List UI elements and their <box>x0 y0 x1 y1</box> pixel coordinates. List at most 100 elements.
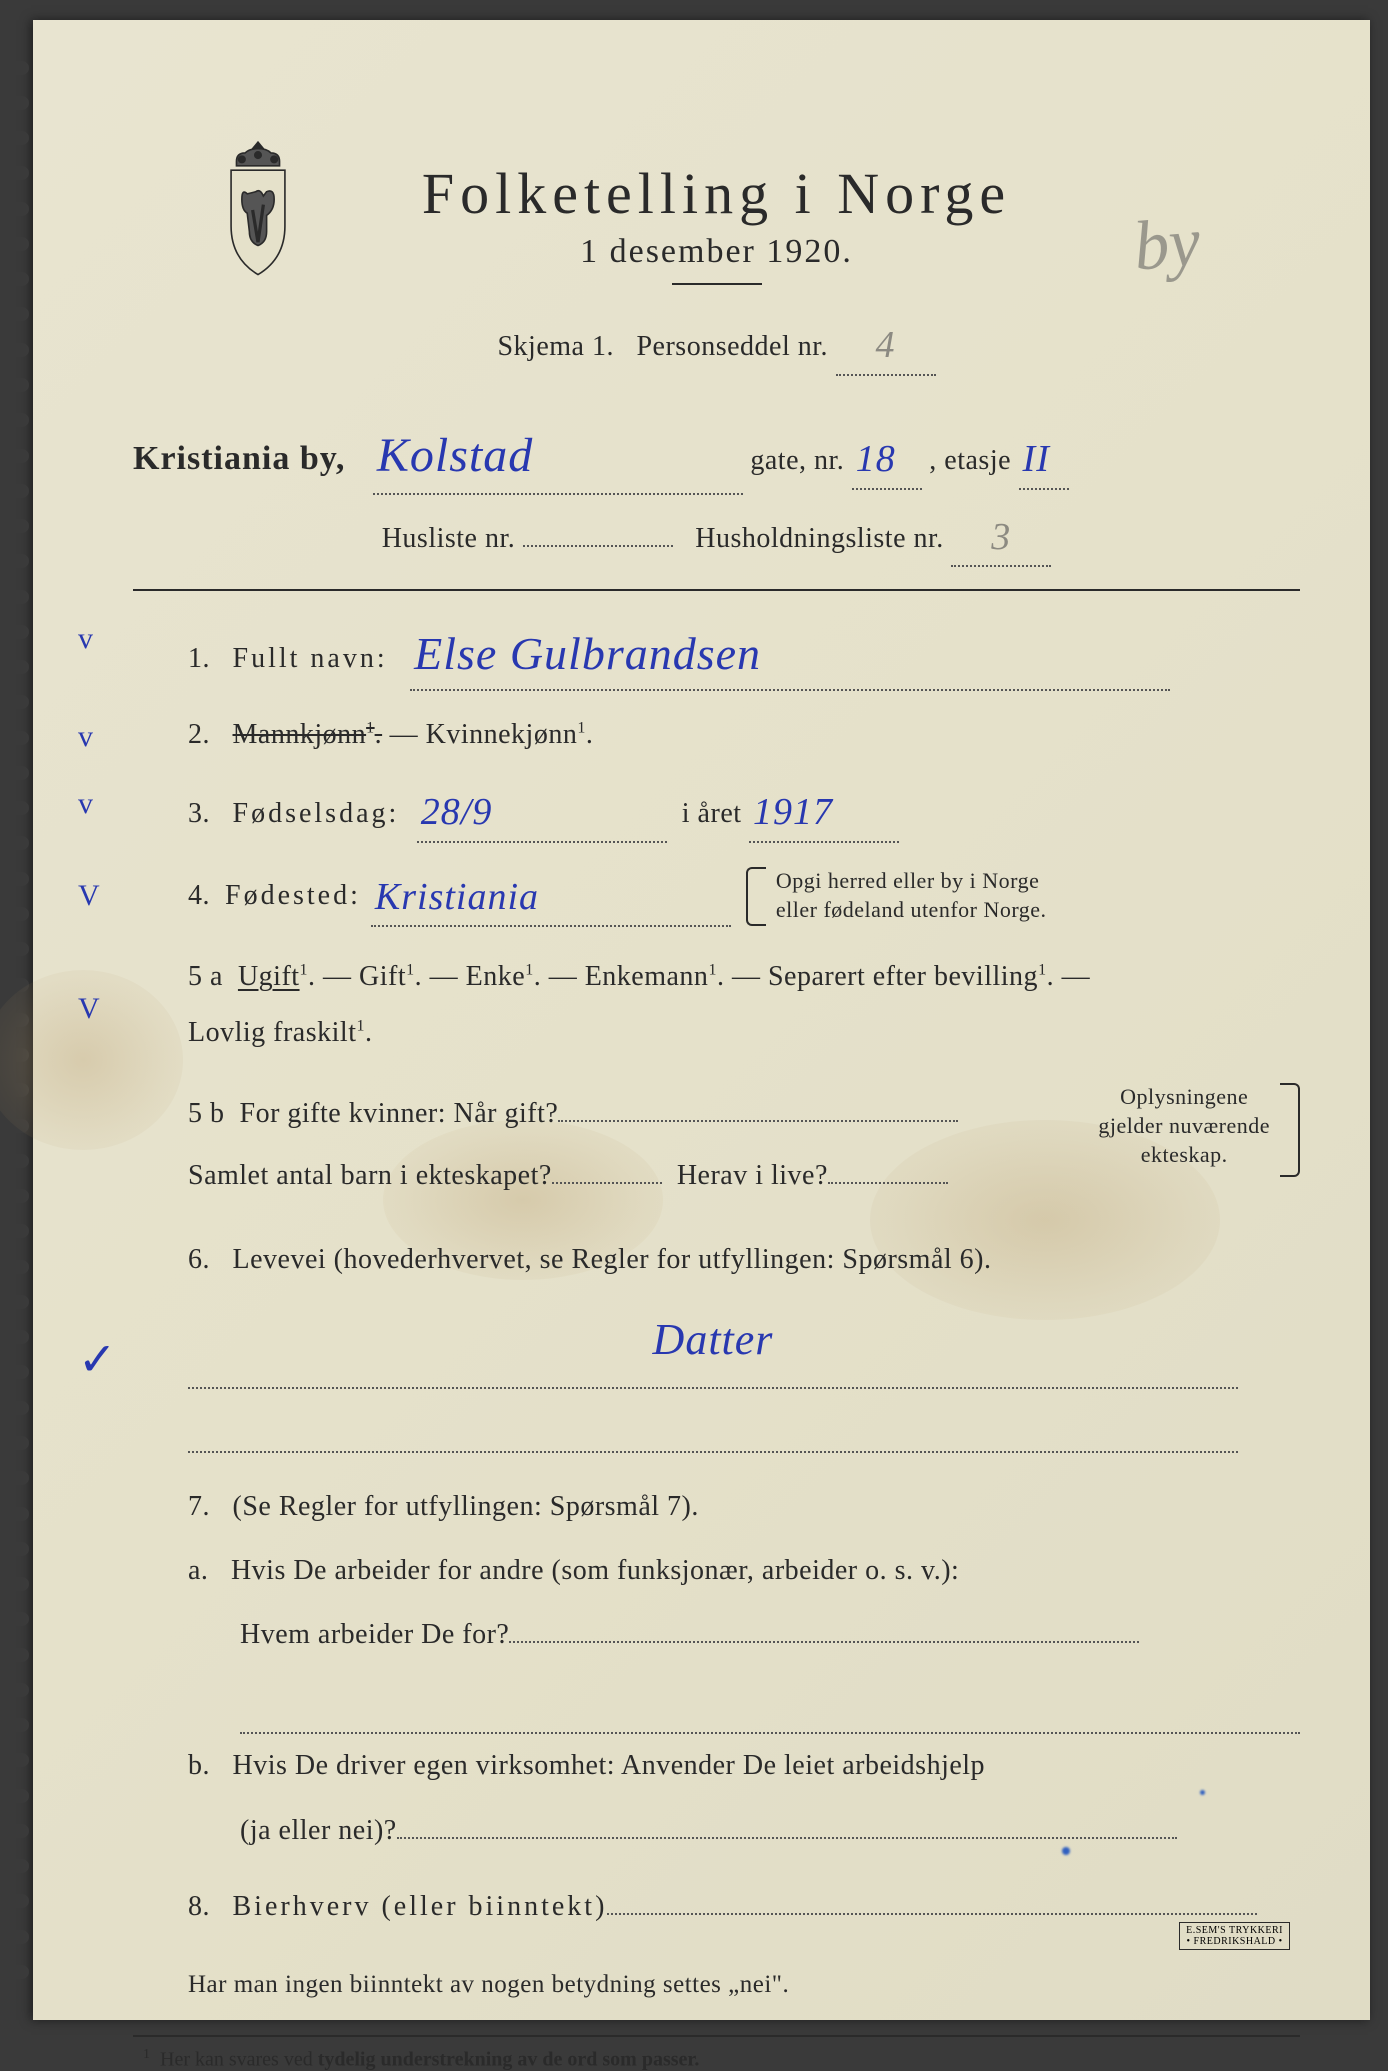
q5b-note: Oplysningene gjelder nuværende ekteskap. <box>1098 1083 1300 1169</box>
q4-note: Opgi herred eller by i Norge eller fødel… <box>746 867 1047 924</box>
sup: 1 <box>577 720 586 737</box>
q5a-separert: Separert efter bevilling <box>768 961 1038 992</box>
q5b-l2a: Samlet antal barn i ekteskapet? <box>188 1160 552 1191</box>
city-prefix: Kristiania by, <box>133 440 345 477</box>
q7b-l1: Hvis De driver egen virksomhet: Anvender… <box>233 1750 986 1781</box>
q2-kvinne: Kvinnekjønn <box>426 719 578 750</box>
sup: 1 <box>366 720 375 737</box>
question-3: v 3. Fødselsdag: 28/9 i året 1917 <box>133 780 1300 843</box>
q4-value: Kristiania <box>375 876 539 918</box>
personseddel-label: Personseddel nr. <box>636 331 828 362</box>
footnote-num: 1 <box>143 2047 150 2062</box>
question-6: 6. Levevei (hovederhvervet, se Regler fo… <box>133 1229 1300 1453</box>
q8-label: Bierhverv (eller biinntekt) <box>233 1891 608 1922</box>
sup: 1 <box>1038 962 1047 979</box>
question-8: 8. Bierhverv (eller biinntekt) <box>133 1885 1300 1930</box>
q5a-num: 5 a <box>188 961 223 992</box>
q6-num: 6. <box>188 1244 210 1275</box>
ink-blot <box>1062 1847 1070 1855</box>
location-row: Kristiania by, Kolstad gate, nr. 18 , et… <box>133 416 1300 495</box>
question-5b: 5 b For gifte kvinner: Når gift? Samlet … <box>133 1083 1300 1206</box>
q7b-l2: (ja eller nei)? <box>240 1815 397 1846</box>
check-mark: V <box>78 872 100 920</box>
q4-label: Fødested: <box>225 874 361 919</box>
question-4: V 4. Fødested: Kristiania Opgi herred el… <box>133 865 1300 928</box>
q5a-fraskilt: Lovlig fraskilt <box>188 1017 356 1048</box>
trailing-text: Har man ingen biinntekt av nogen betydni… <box>188 1971 789 1998</box>
q7-num: 7. <box>188 1491 210 1522</box>
end: . <box>586 719 594 750</box>
q7-label: (Se Regler for utfyllingen: Spørsmål 7). <box>233 1491 699 1522</box>
q6-label: Levevei (hovederhvervet, se Regler for u… <box>233 1244 992 1275</box>
etasje-label: , etasje <box>929 445 1011 476</box>
q6-value: Datter <box>653 1315 774 1364</box>
sup: 1 <box>406 962 415 979</box>
check-mark: v <box>78 615 94 663</box>
q7b-num: b. <box>188 1750 210 1781</box>
q3-num: 3. <box>188 798 210 829</box>
check-mark: V <box>78 979 100 1039</box>
schema-label: Skjema 1. <box>497 331 614 362</box>
margin-note: by <box>1131 202 1204 287</box>
personseddel-nr-value: 4 <box>876 324 896 366</box>
sup: 1 <box>300 962 309 979</box>
husliste-row: Husliste nr. Husholdningsliste nr. 3 <box>133 505 1300 568</box>
section-divider <box>133 589 1300 591</box>
q3-date-value: 28/9 <box>421 791 493 833</box>
schema-row: Skjema 1. Personseddel nr. 4 <box>133 313 1300 376</box>
q5b-note-l1: Oplysningene <box>1120 1084 1248 1109</box>
q5b-l2b: Herav i live? <box>677 1160 828 1191</box>
title-divider <box>672 283 762 285</box>
census-form-document: Folketelling i Norge 1 desember 1920. by… <box>33 20 1370 2020</box>
check-mark: v <box>78 713 94 761</box>
gate-nr-value: 18 <box>856 438 896 480</box>
document-header: Folketelling i Norge 1 desember 1920. by… <box>133 160 1300 376</box>
q1-num: 1. <box>188 643 210 674</box>
coat-of-arms-icon <box>203 140 313 280</box>
q5b-l1: For gifte kvinner: Når gift? <box>240 1098 559 1129</box>
q7a-num: a. <box>188 1555 208 1586</box>
perforation-edge <box>13 20 33 2020</box>
footnote-prefix: Her kan svares ved <box>160 2048 318 2070</box>
husholdning-nr-value: 3 <box>991 516 1011 558</box>
husliste-label: Husliste nr. <box>382 523 516 554</box>
street-value: Kolstad <box>377 429 533 482</box>
check-mark: v <box>78 780 94 828</box>
q7a-l1: Hvis De arbeider for andre (som funksjon… <box>231 1555 959 1586</box>
husholdning-label: Husholdningsliste nr. <box>695 523 944 554</box>
q3-label: Fødselsdag: <box>233 798 400 829</box>
q8-num: 8. <box>188 1891 210 1922</box>
trailing-note: Har man ingen biinntekt av nogen betydni… <box>133 1965 1300 2005</box>
q5b-num: 5 b <box>188 1098 225 1129</box>
q3-year-value: 1917 <box>753 791 833 833</box>
question-2: v 2. Mannkjønn1. — Kvinnekjønn1. <box>133 713 1300 758</box>
printer-l2: • FREDRIKSHALD • <box>1187 1936 1283 1947</box>
q7a-l2: Hvem arbeider De for? <box>240 1619 509 1650</box>
dash: — <box>390 719 426 750</box>
q5a-ugift: Ugift <box>238 961 300 992</box>
q4-note-l1: Opgi herred eller by i Norge <box>776 868 1039 893</box>
q1-label: Fullt navn: <box>233 643 388 674</box>
footnote: 1 Her kan svares ved tydelig understrekn… <box>133 2035 1300 2071</box>
q2-num: 2. <box>188 719 210 750</box>
q5a-gift: Gift <box>359 961 406 992</box>
sup: 1 <box>708 962 717 979</box>
printer-mark: E.SEM'S TRYKKERI • FREDRIKSHALD • <box>1179 1922 1290 1950</box>
footnote-bold: tydelig understrekning av de ord som pas… <box>318 2048 700 2070</box>
q3-year-label: i året <box>682 798 742 829</box>
question-7: 7. (Se Regler for utfyllingen: Spørsmål … <box>133 1475 1300 1863</box>
q4-num: 4. <box>188 874 210 919</box>
sup: 1 <box>356 1018 365 1035</box>
ink-blot <box>1200 1790 1205 1795</box>
q5a-enkemann: Enkemann <box>585 961 709 992</box>
gate-label: gate, nr. <box>750 445 844 476</box>
q5a-enke: Enke <box>466 961 526 992</box>
q2-mann: Mannkjønn <box>233 719 367 750</box>
printer-l1: E.SEM'S TRYKKERI <box>1186 1925 1283 1936</box>
q1-value: Else Gulbrandsen <box>414 628 761 679</box>
check-mark: ✓ <box>78 1309 117 1410</box>
q5b-note-l2: gjelder nuværende <box>1098 1113 1270 1138</box>
sup: 1 <box>525 962 534 979</box>
q5b-note-l3: ekteskap. <box>1141 1142 1228 1167</box>
q4-note-l2: eller fødeland utenfor Norge. <box>776 897 1047 922</box>
